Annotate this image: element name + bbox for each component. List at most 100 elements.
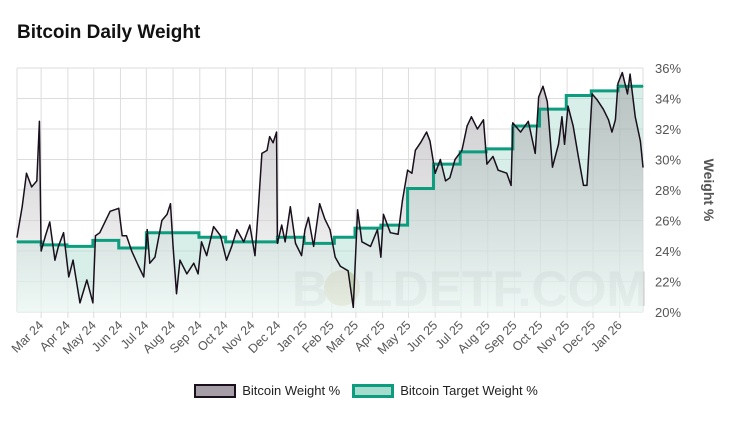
bitcoin-weight-point — [146, 229, 148, 231]
target-weight-point — [66, 245, 68, 248]
bitcoin-weight-point — [68, 276, 70, 278]
y-tick-label: 36% — [655, 61, 681, 76]
bitcoin-weight-point — [577, 155, 579, 158]
bitcoin-weight-point — [21, 206, 23, 208]
bitcoin-weight-point — [261, 152, 263, 154]
target-weight-point — [40, 244, 42, 246]
y-tick-label: 34% — [655, 92, 681, 107]
bitcoin-weight-point — [166, 213, 168, 215]
bitcoin-weight-point — [40, 250, 42, 252]
bitcoin-weight-point — [86, 279, 88, 281]
bitcoin-weight-point — [352, 306, 354, 309]
bitcoin-weight-point — [197, 273, 199, 275]
target-weight-point — [225, 241, 227, 243]
bitcoin-weight-point — [557, 143, 560, 145]
bitcoin-weight-point — [275, 131, 278, 133]
bitcoin-weight-point — [611, 131, 613, 133]
legend-swatch-target — [352, 383, 395, 398]
target-weight-point — [276, 236, 279, 238]
bitcoin-weight-point — [614, 119, 617, 121]
bitcoin-weight-point — [300, 254, 303, 257]
bitcoin-weight-point — [634, 116, 636, 118]
bitcoin-weight-point — [289, 206, 291, 208]
bitcoin-weight-point — [434, 172, 436, 174]
bitcoin-weight-point — [466, 125, 468, 127]
bitcoin-weight-point — [449, 177, 451, 179]
bitcoin-weight-point — [572, 125, 574, 127]
bitcoin-weight-point — [313, 245, 315, 248]
bitcoin-weight-point — [49, 221, 51, 223]
bitcoin-weight-point — [99, 232, 101, 234]
target-weight-point — [565, 94, 567, 97]
bitcoin-weight-point — [510, 184, 512, 187]
bitcoin-weight-point — [425, 131, 428, 133]
bitcoin-weight-point — [172, 245, 174, 248]
bitcoin-weight-point — [482, 119, 485, 121]
bitcoin-weight-point — [582, 184, 585, 187]
legend-item-target[interactable]: Bitcoin Target Weight % — [352, 383, 538, 398]
legend: Bitcoin Weight % Bitcoin Target Weight % — [0, 383, 732, 398]
bitcoin-weight-point — [512, 122, 514, 124]
bitcoin-weight-point — [596, 99, 598, 101]
bitcoin-weight-point — [380, 256, 382, 258]
y-tick-label: 22% — [655, 275, 681, 290]
bitcoin-weight-point — [31, 186, 33, 188]
bitcoin-weight-point — [397, 233, 399, 235]
bitcoin-weight-point — [444, 180, 447, 182]
bitcoin-weight-point — [206, 254, 208, 257]
bitcoin-weight-point — [307, 216, 310, 219]
bitcoin-weight-point — [186, 273, 188, 275]
bitcoin-weight-point — [563, 143, 566, 145]
bitcoin-weight-point — [212, 226, 215, 228]
bitcoin-weight-point — [72, 259, 74, 261]
bitcoin-weight-point — [642, 166, 644, 168]
y-tick-label: 32% — [655, 122, 681, 137]
legend-item-bitcoin[interactable]: Bitcoin Weight % — [194, 383, 340, 398]
bitcoin-weight-point — [356, 209, 359, 211]
bitcoin-weight-point — [276, 242, 279, 244]
bitcoin-weight-point — [25, 172, 28, 174]
bitcoin-weight-point — [149, 262, 151, 264]
bitcoin-weight-point — [551, 166, 554, 168]
target-weight-point — [198, 236, 200, 238]
bitcoin-weight-point — [607, 119, 610, 121]
target-weight-point — [303, 242, 305, 244]
bitcoin-weight-point — [200, 241, 203, 243]
bitcoin-weight-point — [231, 245, 233, 248]
target-weight-point — [333, 236, 335, 238]
bitcoin-weight-point — [419, 142, 422, 144]
bitcoin-weight-point — [161, 219, 163, 222]
bitcoin-weight-point — [389, 232, 391, 234]
bitcoin-weight-point — [266, 149, 268, 151]
bitcoin-weight-point — [476, 128, 479, 130]
bitcoin-weight-area — [17, 72, 643, 312]
target-weight-point — [354, 227, 356, 229]
bitcoin-weight-point — [376, 229, 379, 231]
target-weight-point — [642, 85, 644, 87]
y-tick-label: 20% — [655, 305, 681, 320]
target-weight-point — [459, 151, 461, 153]
bitcoin-weight-point — [439, 158, 441, 161]
bitcoin-weight-point — [94, 235, 97, 237]
bitcoin-weight-point — [506, 172, 508, 174]
y-tick-label: 24% — [655, 244, 681, 259]
target-weight-point — [380, 224, 382, 226]
bitcoin-weight-point — [586, 184, 588, 187]
legend-label: Bitcoin Target Weight % — [400, 383, 538, 398]
bitcoin-weight-point — [254, 254, 256, 257]
bitcoin-weight-point — [294, 242, 297, 244]
bitcoin-weight-point — [339, 265, 341, 267]
target-weight-point — [590, 90, 592, 92]
x-tick-label: Jun 24 — [89, 318, 125, 354]
bitcoin-weight-point — [486, 163, 488, 165]
bitcoin-weight-point — [369, 245, 372, 248]
bitcoin-weight-point — [591, 93, 593, 95]
bitcoin-weight-point — [179, 259, 181, 261]
bitcoin-weight-point — [401, 200, 404, 202]
bitcoin-weight-point — [54, 259, 56, 261]
bitcoin-weight-point — [414, 149, 416, 151]
bitcoin-weight-point — [407, 169, 409, 171]
bitcoin-weight-point — [334, 256, 336, 258]
